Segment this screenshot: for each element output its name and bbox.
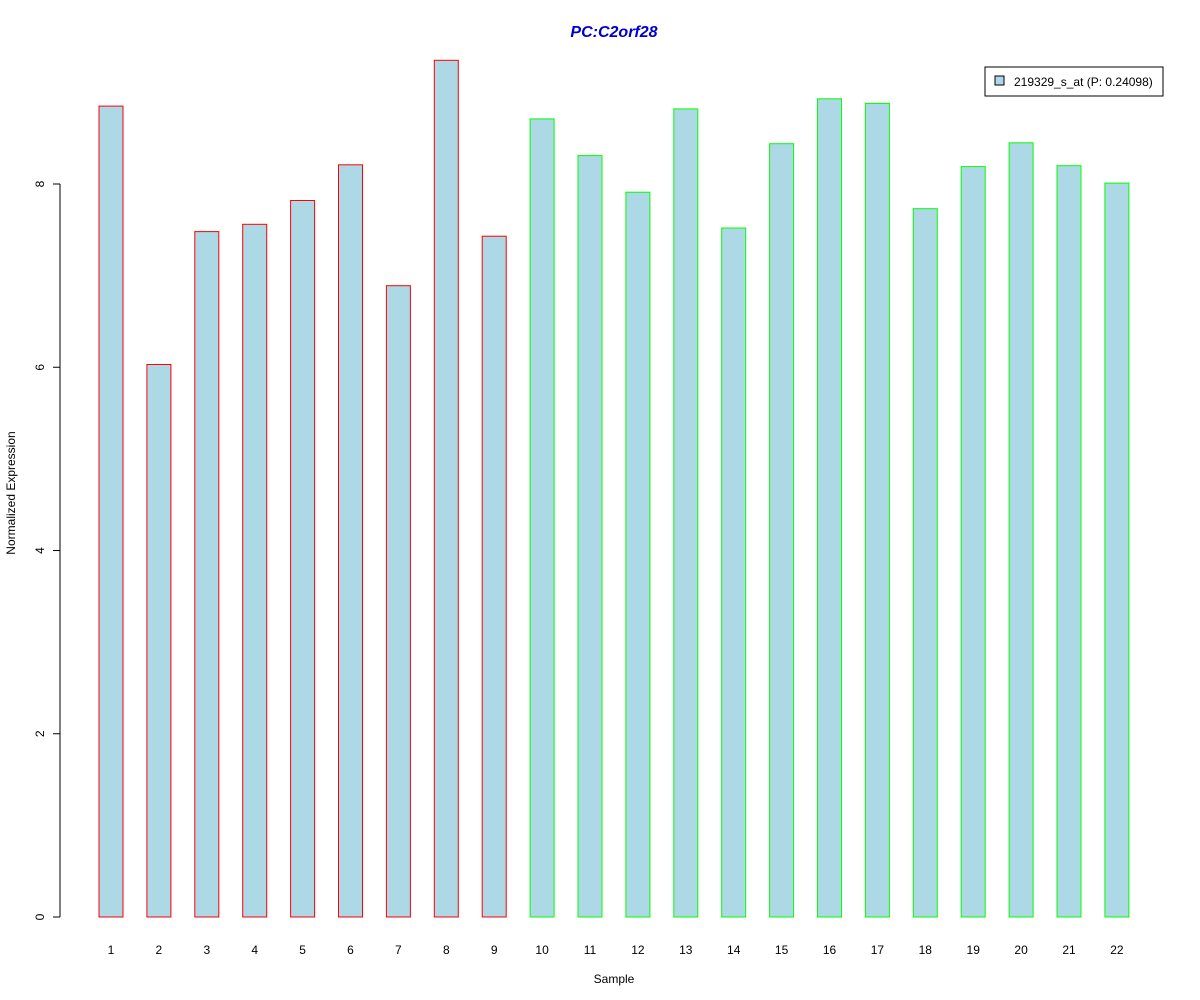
bar-sample-4 xyxy=(242,223,268,918)
y-axis: 0 2 4 6 8 xyxy=(33,180,61,920)
bar-sample-9 xyxy=(481,235,507,918)
legend-swatch xyxy=(994,75,1005,86)
x-tick-label: 5 xyxy=(299,943,306,957)
bar-sample-14 xyxy=(721,227,747,918)
x-tick-label: 17 xyxy=(871,943,885,957)
bar-sample-5 xyxy=(290,200,316,918)
legend-entry: 219329_s_at (P: 0.24098) xyxy=(1014,75,1153,89)
x-tick-label: 15 xyxy=(775,943,789,957)
bar-sample-10 xyxy=(529,118,555,918)
bar-sample-20 xyxy=(1008,142,1034,918)
bar-sample-11 xyxy=(577,155,603,918)
x-tick-label: 1 xyxy=(108,943,115,957)
bar-sample-16 xyxy=(817,98,842,918)
x-tick-label: 14 xyxy=(727,943,741,957)
x-axis-tick-labels: 1 2 3 4 5 6 7 8 9 10 11 12 13 14 15 16 17 18 19 20 21 22 xyxy=(108,943,1124,957)
x-tick-label: 10 xyxy=(535,943,549,957)
bar-sample-18 xyxy=(912,208,938,918)
legend-box xyxy=(984,66,1164,97)
legend: 219329_s_at (P: 0.24098) xyxy=(984,66,1164,97)
bar-sample-22 xyxy=(1104,182,1130,918)
bar-sample-12 xyxy=(625,191,651,918)
x-tick-label: 22 xyxy=(1110,943,1124,957)
x-tick-label: 3 xyxy=(203,943,210,957)
bar-sample-15 xyxy=(769,143,795,918)
bar-sample-8 xyxy=(433,59,459,918)
x-axis-label: Sample xyxy=(594,972,635,986)
chart-title: PC:C2orf28 xyxy=(570,24,657,41)
x-tick-label: 11 xyxy=(584,943,597,957)
x-tick-label: 6 xyxy=(347,943,354,957)
bar-sample-2 xyxy=(146,364,172,918)
x-tick-label: 13 xyxy=(679,943,693,957)
bar-sample-6 xyxy=(338,164,363,918)
y-axis-label: Normalized Expression xyxy=(4,431,18,554)
bar-sample-21 xyxy=(1056,165,1082,918)
x-tick-label: 9 xyxy=(491,943,498,957)
x-tick-label: 19 xyxy=(967,943,981,957)
x-tick-label: 18 xyxy=(919,943,933,957)
x-tick-label: 20 xyxy=(1014,943,1028,957)
x-tick-label: 21 xyxy=(1062,943,1076,957)
y-tick-label: 0 xyxy=(33,913,47,920)
y-tick-label: 8 xyxy=(33,180,47,187)
x-tick-label: 16 xyxy=(823,943,837,957)
x-tick-label: 8 xyxy=(443,943,450,957)
x-tick-label: 2 xyxy=(156,943,163,957)
x-tick-label: 4 xyxy=(251,943,258,957)
bar-sample-13 xyxy=(673,108,699,918)
y-tick-label: 6 xyxy=(33,364,47,371)
x-tick-label: 7 xyxy=(395,943,402,957)
x-tick-label: 12 xyxy=(631,943,645,957)
bar-sample-19 xyxy=(960,166,986,918)
bar-sample-7 xyxy=(385,285,411,918)
bar-sample-3 xyxy=(194,231,220,918)
bars xyxy=(98,59,1130,918)
bar-sample-17 xyxy=(864,102,890,918)
bar-sample-1 xyxy=(98,105,124,918)
y-tick-label: 2 xyxy=(33,730,47,737)
y-tick-label: 4 xyxy=(33,547,47,554)
